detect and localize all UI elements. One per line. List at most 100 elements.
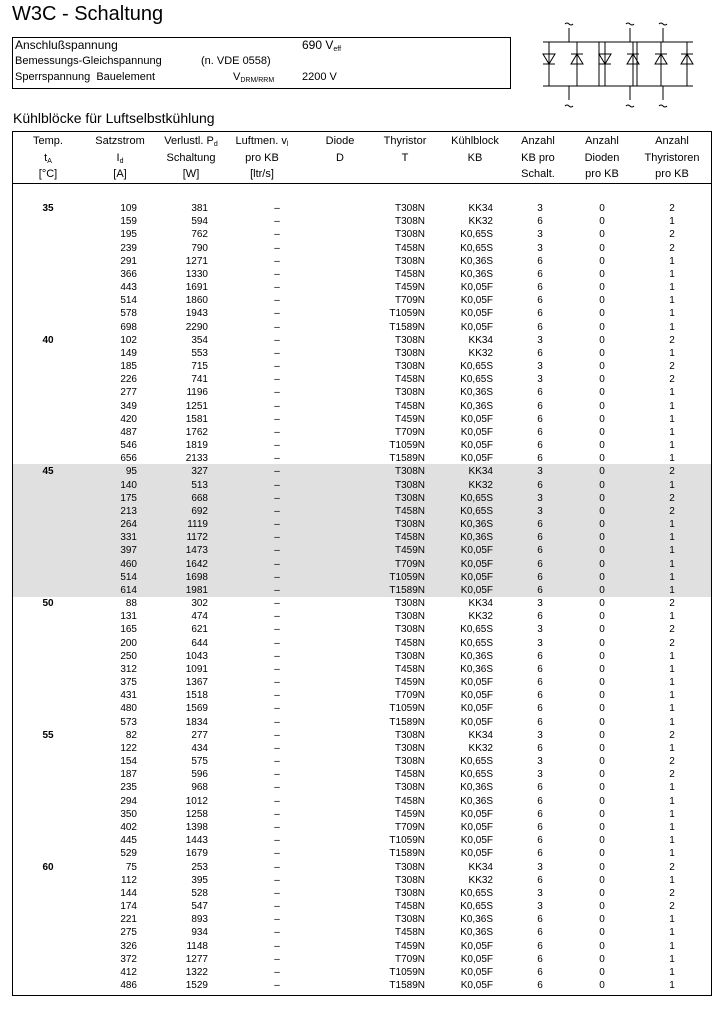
cell: –: [274, 387, 280, 399]
cell: 3: [537, 242, 543, 254]
cell: T308N: [394, 229, 425, 241]
cell: 2: [669, 769, 675, 781]
cell: K0,05F: [460, 940, 493, 952]
cell: T1059N: [389, 308, 425, 320]
cell: T308N: [394, 347, 425, 359]
cell: 250: [120, 650, 137, 662]
cell: 291: [120, 255, 137, 267]
header-text: [°C]: [38, 168, 58, 180]
spec-label: Bemessungs-Gleichspannung: [15, 55, 162, 67]
cell: –: [274, 242, 280, 254]
cell: 0: [599, 835, 605, 847]
cell: –: [274, 361, 280, 373]
header-sub: d: [119, 157, 124, 165]
cell: T709N: [394, 821, 425, 833]
cell: –: [274, 347, 280, 359]
cell: 668: [191, 492, 208, 504]
cell: 226: [120, 374, 137, 386]
cell: K0,05F: [460, 413, 493, 425]
cell: T709N: [394, 426, 425, 438]
cell: T308N: [394, 216, 425, 228]
cell: 0: [599, 203, 605, 214]
cell: 3: [537, 374, 543, 386]
cell: –: [274, 835, 280, 847]
cell: 6: [537, 716, 543, 728]
cell: 0: [599, 532, 605, 544]
cell: 221: [120, 914, 137, 926]
cell: 1271: [185, 255, 208, 267]
cell: 154: [120, 756, 137, 768]
header-text: D: [336, 151, 344, 164]
cell: 0: [599, 821, 605, 833]
column-header: Anzahl: [488, 135, 588, 148]
column-header: Satzstrom: [70, 135, 170, 148]
cell: 0: [599, 584, 605, 596]
cell: T458N: [394, 637, 425, 649]
cell: 0: [599, 729, 605, 741]
cell: 547: [191, 901, 208, 912]
cell: 514: [120, 295, 137, 307]
cell: 88: [125, 598, 137, 610]
cell: 0: [599, 703, 605, 715]
header-text: Luftmen.: [235, 135, 282, 147]
cell: K0,36S: [460, 268, 493, 280]
column-header: Dioden: [552, 152, 652, 165]
cell: K0,65S: [460, 887, 493, 899]
cell: 1: [669, 400, 675, 412]
cell: 2: [669, 756, 675, 768]
cell: 6: [537, 835, 543, 847]
cell: 790: [191, 242, 208, 254]
header-text: Anzahl: [521, 135, 555, 147]
cell: 6: [537, 927, 543, 939]
cell: 0: [599, 637, 605, 649]
cell: –: [274, 374, 280, 386]
group-shading: [13, 464, 711, 598]
cell: T709N: [394, 953, 425, 965]
cell: 0: [599, 742, 605, 754]
cell: 294: [120, 795, 137, 807]
cell: 1: [669, 611, 675, 623]
cell: 1: [669, 677, 675, 689]
cell: 1277: [185, 953, 208, 965]
spec-value: 690 Veff: [302, 39, 341, 56]
cell: 1: [669, 453, 675, 465]
cell: T458N: [394, 505, 425, 517]
cell: 3: [537, 203, 543, 214]
cell: –: [274, 229, 280, 241]
cell: 2: [669, 505, 675, 517]
header-text: t: [44, 151, 48, 164]
cell: 2: [669, 861, 675, 873]
cell: 2: [669, 242, 675, 254]
cell: K0,05F: [460, 980, 493, 992]
cell: 474: [191, 611, 208, 623]
cell: 1: [669, 808, 675, 820]
cell: –: [274, 966, 280, 978]
header-text: Dioden: [584, 151, 620, 164]
cell: 1: [669, 308, 675, 320]
cell: 3: [537, 598, 543, 610]
cell: 1834: [185, 716, 208, 728]
column-header: Diode: [290, 135, 390, 148]
cell: 6: [537, 413, 543, 425]
header-text: v: [281, 135, 287, 147]
cell: T459N: [394, 545, 425, 557]
cell: 0: [599, 808, 605, 820]
cell: 1012: [185, 795, 208, 807]
cell: 1196: [186, 387, 208, 399]
cell: 6: [537, 966, 543, 978]
cell: 698: [120, 321, 137, 333]
cell: 187: [120, 769, 137, 781]
cell: 0: [599, 321, 605, 333]
symbol: V: [233, 71, 241, 83]
cell: 1: [669, 650, 675, 662]
cell: T308N: [394, 255, 425, 267]
cell: –: [274, 795, 280, 807]
cell: 0: [599, 334, 605, 346]
cell: 2133: [185, 453, 208, 465]
cell: 1698: [185, 571, 208, 583]
cell: 0: [599, 387, 605, 399]
column-header: Temp.: [0, 135, 98, 148]
cell: 402: [120, 821, 137, 833]
cell: 621: [191, 624, 208, 636]
cell: 1: [669, 413, 675, 425]
